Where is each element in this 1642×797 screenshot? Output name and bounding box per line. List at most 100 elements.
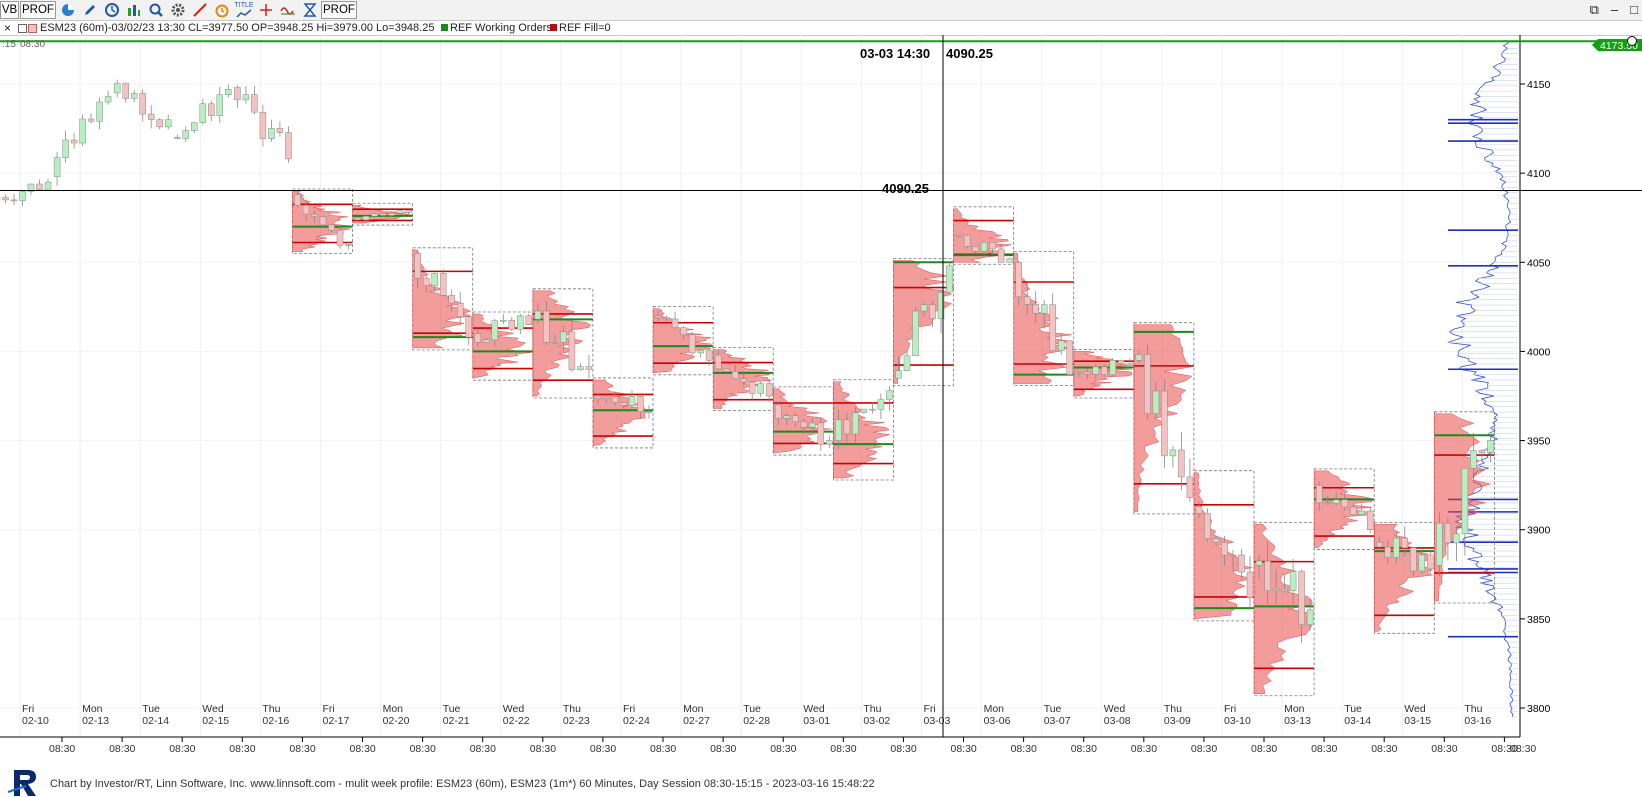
- candle-body: [139, 93, 146, 115]
- minimize-icon[interactable]: –: [1610, 2, 1619, 17]
- time-tick-label: 08:30: [229, 743, 255, 755]
- gear-icon[interactable]: [168, 1, 188, 19]
- session-date-label: 02-27: [683, 715, 710, 727]
- alarm-icon[interactable]: [212, 1, 232, 19]
- candle-body: [87, 118, 95, 122]
- session-day-label: Thu: [1464, 703, 1482, 715]
- candle-body: [70, 139, 78, 144]
- candle-body: [843, 419, 851, 435]
- candle-body: [852, 412, 859, 435]
- session-date-label: 03-10: [1224, 715, 1251, 727]
- close-icon[interactable]: ×: [4, 21, 12, 35]
- candle-body: [912, 310, 919, 357]
- prof-button[interactable]: PROF: [20, 1, 56, 19]
- volume-profile-outline: [1447, 40, 1514, 718]
- pencil-icon[interactable]: [80, 1, 100, 19]
- candle-body: [104, 96, 112, 103]
- candle-body: [388, 213, 395, 216]
- candle-body: [1478, 450, 1486, 453]
- vb-button[interactable]: VB: [0, 1, 19, 19]
- candle-body: [1040, 304, 1048, 314]
- candle-body: [1169, 449, 1177, 457]
- candle-body: [174, 137, 181, 139]
- session-day-label: Wed: [803, 703, 825, 715]
- candle-body: [963, 234, 971, 247]
- time-tick-label: 08:30: [890, 743, 916, 755]
- candle-body: [234, 87, 241, 101]
- session-date-label: 03-15: [1404, 715, 1431, 727]
- time-tick-label: 08:30: [350, 743, 376, 755]
- prof2-button[interactable]: PROF: [321, 1, 357, 19]
- candle-body: [147, 113, 155, 120]
- crosshair-icon[interactable]: [256, 1, 276, 19]
- session-day-label: Mon: [1284, 703, 1305, 715]
- session-profile-box: [412, 247, 474, 351]
- time-tick-label: 08:30: [1131, 743, 1157, 755]
- candle-body: [955, 234, 962, 237]
- series-color-icon: [28, 24, 37, 33]
- candle-body: [474, 333, 482, 343]
- bar-chart-icon[interactable]: [124, 1, 144, 19]
- candle-body: [371, 213, 378, 217]
- candle-body: [96, 101, 103, 122]
- candle-body: [1255, 560, 1263, 566]
- candle-body: [654, 315, 662, 318]
- candle-body: [765, 383, 773, 397]
- candle-body: [1101, 366, 1108, 376]
- candle-body: [156, 119, 163, 128]
- restore-icon[interactable]: ⧉: [1589, 2, 1599, 17]
- session-date-label: 02-10: [22, 715, 49, 727]
- candle-body: [757, 383, 764, 394]
- candle-body: [431, 273, 438, 286]
- session-day-label: Wed: [202, 703, 224, 715]
- candle-body: [79, 118, 86, 144]
- title-icon[interactable]: TITLE: [234, 1, 254, 19]
- clock-icon[interactable]: [102, 1, 122, 19]
- candle-body: [491, 320, 499, 341]
- wave-icon[interactable]: [278, 1, 298, 19]
- candle-body: [611, 396, 619, 403]
- crosshair-datetime: 03-03 14:30: [860, 46, 930, 61]
- checkbox-icon[interactable]: [18, 24, 27, 33]
- pie-icon[interactable]: [58, 1, 78, 19]
- candle-body: [182, 130, 190, 139]
- candle-body: [534, 310, 542, 320]
- candle-body: [792, 415, 799, 423]
- maximize-icon[interactable]: □: [1630, 2, 1638, 17]
- candle-body: [1212, 538, 1220, 543]
- candle-body: [216, 94, 224, 116]
- time-tick-label: 08:30: [1431, 743, 1457, 755]
- candle-body: [645, 411, 653, 413]
- price-tick-label: 4100: [1527, 168, 1551, 180]
- candle-body: [1341, 499, 1348, 508]
- candle-body: [164, 119, 172, 128]
- candle-body: [731, 371, 739, 379]
- session-day-label: Thu: [863, 703, 881, 715]
- time-tick-label: 08:30: [830, 743, 856, 755]
- time-tick-label: 08:30: [1191, 743, 1217, 755]
- zoom-icon[interactable]: [146, 1, 166, 19]
- candle-body: [396, 210, 404, 214]
- candle-body: [1161, 390, 1168, 457]
- candle-body: [585, 366, 593, 370]
- session-date-label: 02-24: [623, 715, 650, 727]
- candle-body: [414, 253, 421, 279]
- hourglass-icon[interactable]: [300, 1, 320, 19]
- candle-body: [53, 157, 61, 177]
- line-tool-icon[interactable]: [190, 1, 210, 19]
- scroll-marker-icon[interactable]: [1627, 36, 1637, 46]
- candle-body: [1084, 371, 1091, 375]
- candle-body: [748, 381, 756, 394]
- price-tick-label: 3850: [1527, 614, 1551, 626]
- candle-body: [500, 319, 507, 322]
- session-day-label: Tue: [142, 703, 160, 715]
- session-day-label: Mon: [683, 703, 704, 715]
- candle-body: [869, 408, 876, 411]
- candle-body: [929, 304, 936, 319]
- session-profile-box: [712, 347, 774, 411]
- price-chart[interactable]: 41504100405040003950390038503800Fri02-10…: [0, 35, 1642, 772]
- time-tick-label: 08:30: [1251, 743, 1277, 755]
- candle-body: [1135, 354, 1143, 361]
- session-day-label: Tue: [1344, 703, 1362, 715]
- price-tick-label: 3900: [1527, 525, 1551, 537]
